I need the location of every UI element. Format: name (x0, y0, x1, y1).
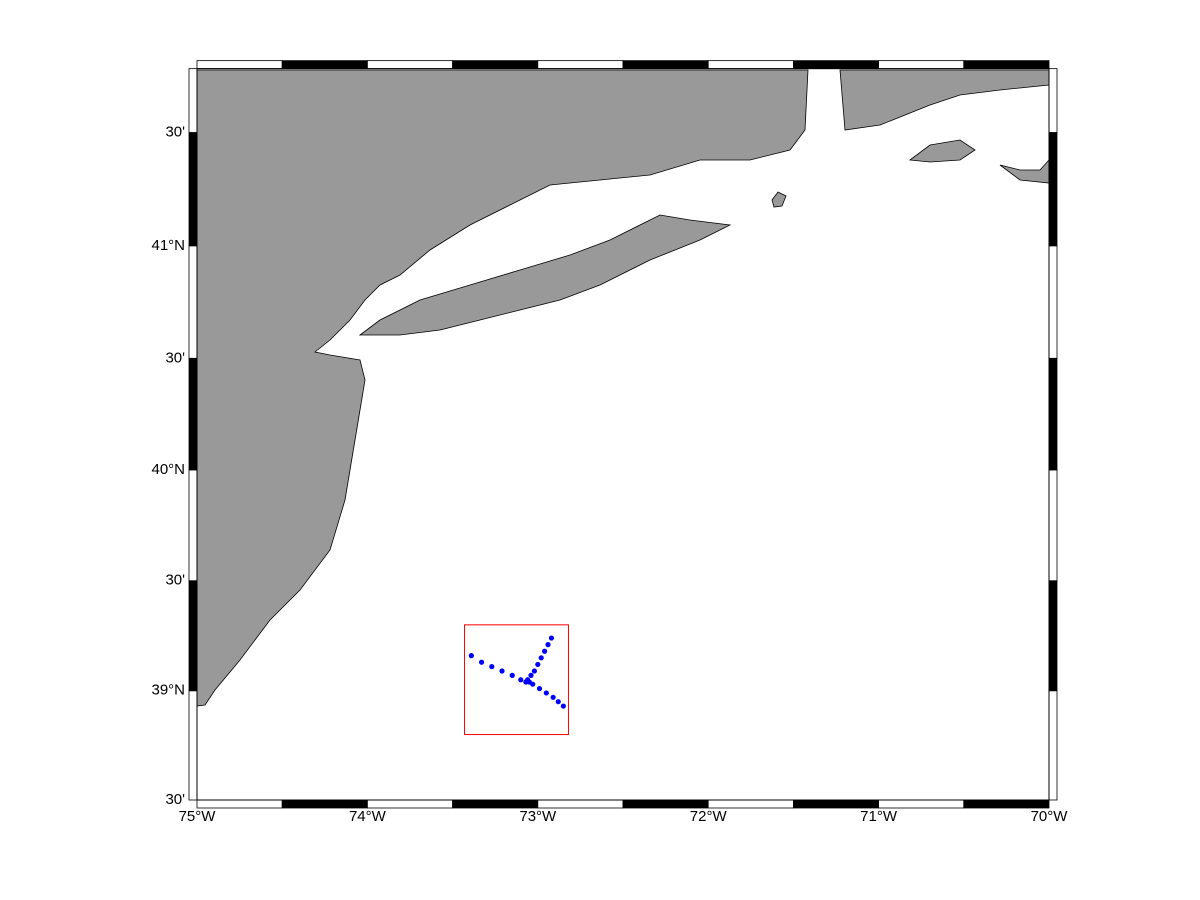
x-tick-label: 72°W (690, 808, 728, 825)
y-tick-label: 41°N (151, 237, 185, 254)
frame-segment (707, 799, 794, 809)
frame-segment (537, 60, 624, 70)
marks (464, 624, 569, 736)
land (196, 69, 1050, 707)
x-tick-label: 73°W (519, 808, 557, 825)
track-point (489, 664, 495, 670)
track-point (550, 694, 556, 700)
frame-segment (188, 469, 198, 582)
frame-segment (1048, 68, 1058, 133)
frame-segment (793, 799, 880, 809)
frame (188, 60, 1058, 809)
y-tick-label: 30' (165, 572, 185, 589)
y-tick-label: 30' (165, 349, 185, 366)
frame-segment (188, 132, 198, 247)
track-point (524, 677, 531, 683)
track-point (518, 677, 524, 683)
frame-segment (878, 60, 965, 70)
map-border (196, 68, 1050, 801)
track-point (535, 661, 541, 668)
frame-segment (188, 245, 198, 359)
track-point (536, 685, 543, 692)
track-point (530, 681, 536, 687)
frame-segment (366, 60, 453, 70)
track-point (555, 699, 561, 705)
frame-segment (1048, 245, 1058, 359)
track-point (545, 642, 551, 648)
frame-segment (1048, 580, 1058, 692)
y-tick-label: 40°N (151, 461, 185, 478)
frame-segment (1048, 132, 1058, 247)
y-tick-label: 39°N (151, 682, 185, 699)
frame-segment (878, 799, 965, 809)
frame-segment (281, 60, 368, 70)
track-point (538, 655, 544, 661)
frame-segment (188, 690, 198, 801)
x-tick-label: 74°W (349, 808, 387, 825)
frame-segment (707, 60, 794, 70)
track-point (531, 668, 537, 674)
y-tick-label: 30' (165, 791, 185, 808)
track-point (528, 672, 534, 678)
frame-segment (196, 799, 283, 809)
track-point (509, 672, 515, 678)
frame-segment (188, 580, 198, 692)
marthas-vineyard (908, 139, 976, 163)
labels: 75°W 74°W 73°W 72°W 71°W 70°W 30' 39°N 30' 40°N 30… (151, 123, 1068, 825)
frame-segment (622, 799, 709, 809)
frame-segment (537, 799, 624, 809)
frame-segment (793, 60, 880, 70)
mainland (196, 69, 809, 707)
frame-segment (196, 60, 283, 70)
frame-segment (1048, 357, 1058, 471)
x-tick-label: 71°W (860, 808, 898, 825)
frame-segment (963, 799, 1050, 809)
track-point (542, 648, 548, 654)
frame-segment (452, 799, 539, 809)
frame-segment (366, 799, 453, 809)
track-point (478, 659, 485, 665)
frame-segment (452, 60, 539, 70)
study-box (464, 624, 569, 736)
x-tick-label: 70°W (1031, 808, 1069, 825)
frame-segment (188, 357, 198, 471)
track-point (543, 690, 549, 696)
frame-segment (1048, 690, 1058, 801)
x-tick-label: 75°W (179, 808, 217, 825)
track-point (499, 668, 505, 674)
track-point (560, 703, 566, 709)
track-point (468, 653, 474, 659)
frame-segment (622, 60, 709, 70)
block-island (771, 191, 787, 208)
y-tick-label: 30' (165, 123, 185, 140)
frame-segment (188, 68, 198, 133)
long-island (358, 214, 732, 336)
frame-segment (281, 799, 368, 809)
frame-segment (963, 60, 1050, 70)
frame-segment (1048, 469, 1058, 582)
track-point (548, 635, 555, 641)
